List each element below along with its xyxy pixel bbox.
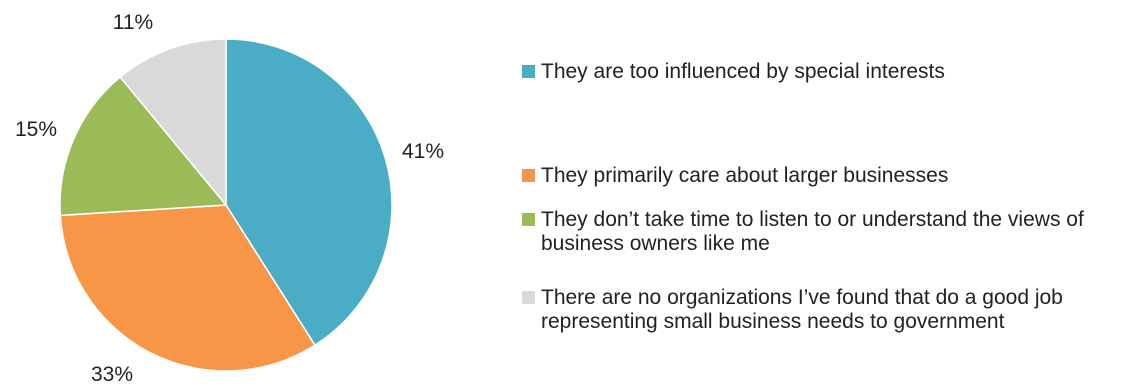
slice-percent-label: 41% — [402, 140, 444, 163]
legend-swatch — [522, 169, 535, 182]
legend-label: They are too influenced by special inter… — [541, 60, 945, 83]
pie-slice — [59, 76, 228, 217]
legend-item-no-organizations: There are no organizations I’ve found th… — [522, 286, 1141, 334]
pie-chart: 41% 33% 15% 11% — [15, 11, 444, 386]
legend-swatch — [522, 213, 535, 226]
legend-label: They don’t take time to listen to or und… — [541, 208, 1084, 255]
legend-item-larger-businesses: They primarily care about larger busines… — [522, 164, 1141, 188]
slice-percent-label: 11% — [113, 11, 153, 34]
legend-label: There are no organizations I’ve found th… — [541, 286, 1063, 333]
pie-slice — [225, 38, 393, 347]
legend-swatch — [522, 65, 535, 78]
legend-item-no-time-to-listen: They don’t take time to listen to or und… — [522, 208, 1144, 256]
pie-slice — [59, 204, 316, 372]
legend-label: They primarily care about larger busines… — [541, 164, 949, 187]
slice-percent-label: 15% — [15, 118, 57, 141]
legend-item-special-interests: They are too influenced by special inter… — [522, 60, 1141, 84]
pie-slice — [119, 38, 227, 208]
slice-percent-label: 33% — [91, 363, 133, 386]
legend-swatch — [522, 291, 535, 304]
